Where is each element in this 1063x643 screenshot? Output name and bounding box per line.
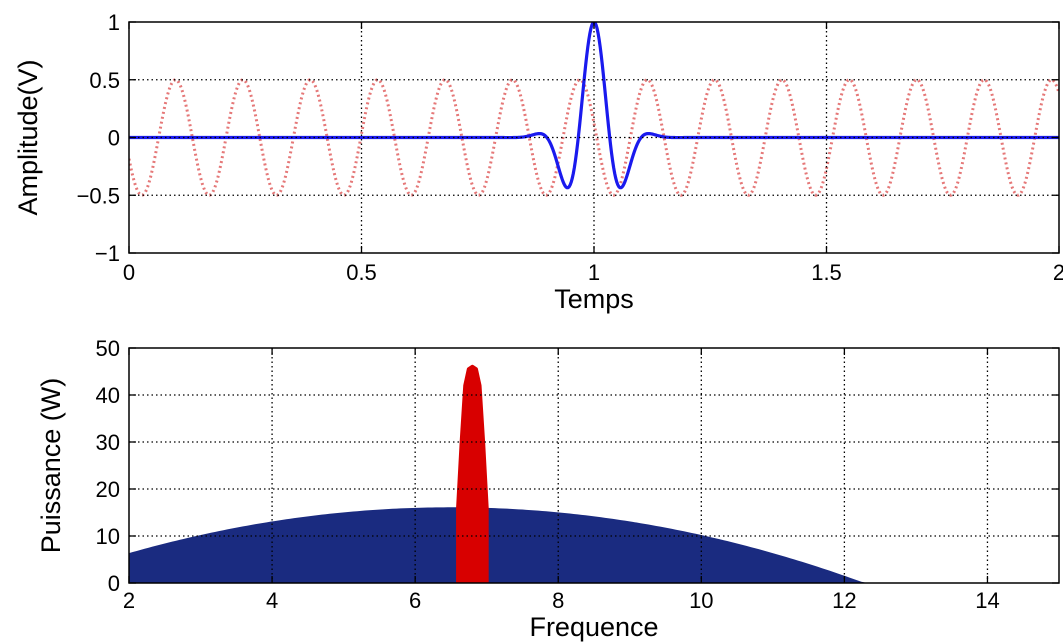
y-tick-label: 30: [96, 430, 120, 455]
y-tick-label: −1: [95, 241, 120, 266]
x-tick-label: 0: [123, 260, 135, 285]
x-tick-label: 2: [1053, 260, 1063, 285]
y-tick-label: 10: [96, 524, 120, 549]
y-tick-label: 0: [108, 126, 120, 151]
y-tick-label: −0.5: [77, 183, 120, 208]
x-tick-label: 1.5: [811, 260, 842, 285]
y-tick-label: 0.5: [89, 68, 120, 93]
x-tick-label: 6: [409, 588, 421, 613]
chart-panel-2: 2 4 6 8 10 12 14 0 10 20 30 40 50 Frequence Puissance …: [36, 336, 1060, 642]
x-tick-label: 8: [552, 588, 564, 613]
y-axis-label: Amplitude(V): [13, 59, 43, 215]
y-tick-label: 50: [96, 336, 120, 361]
y-tick-label: 40: [96, 383, 120, 408]
x-tick-label: 10: [689, 588, 713, 613]
x-tick-label: 1: [588, 260, 600, 285]
y-tick-label: 0: [108, 571, 120, 596]
y-tick-label: 20: [96, 477, 120, 502]
series-1-area: [456, 364, 489, 583]
x-tick-label: 0.5: [346, 260, 377, 285]
axes-box: [128, 347, 1060, 584]
x-axis-label: Frequence: [529, 612, 658, 642]
x-tick-label: 12: [832, 588, 856, 613]
x-tick-label: 14: [975, 588, 999, 613]
x-axis-label: Temps: [554, 284, 634, 314]
y-tick-label: 1: [108, 10, 120, 35]
y-axis-label: Puissance (W): [36, 378, 66, 554]
series-2-area: [129, 507, 917, 583]
x-tick-label: 2: [123, 588, 135, 613]
x-tick-label: 4: [266, 588, 278, 613]
plot-content: [129, 364, 917, 583]
series-1-line: [129, 78, 1059, 197]
